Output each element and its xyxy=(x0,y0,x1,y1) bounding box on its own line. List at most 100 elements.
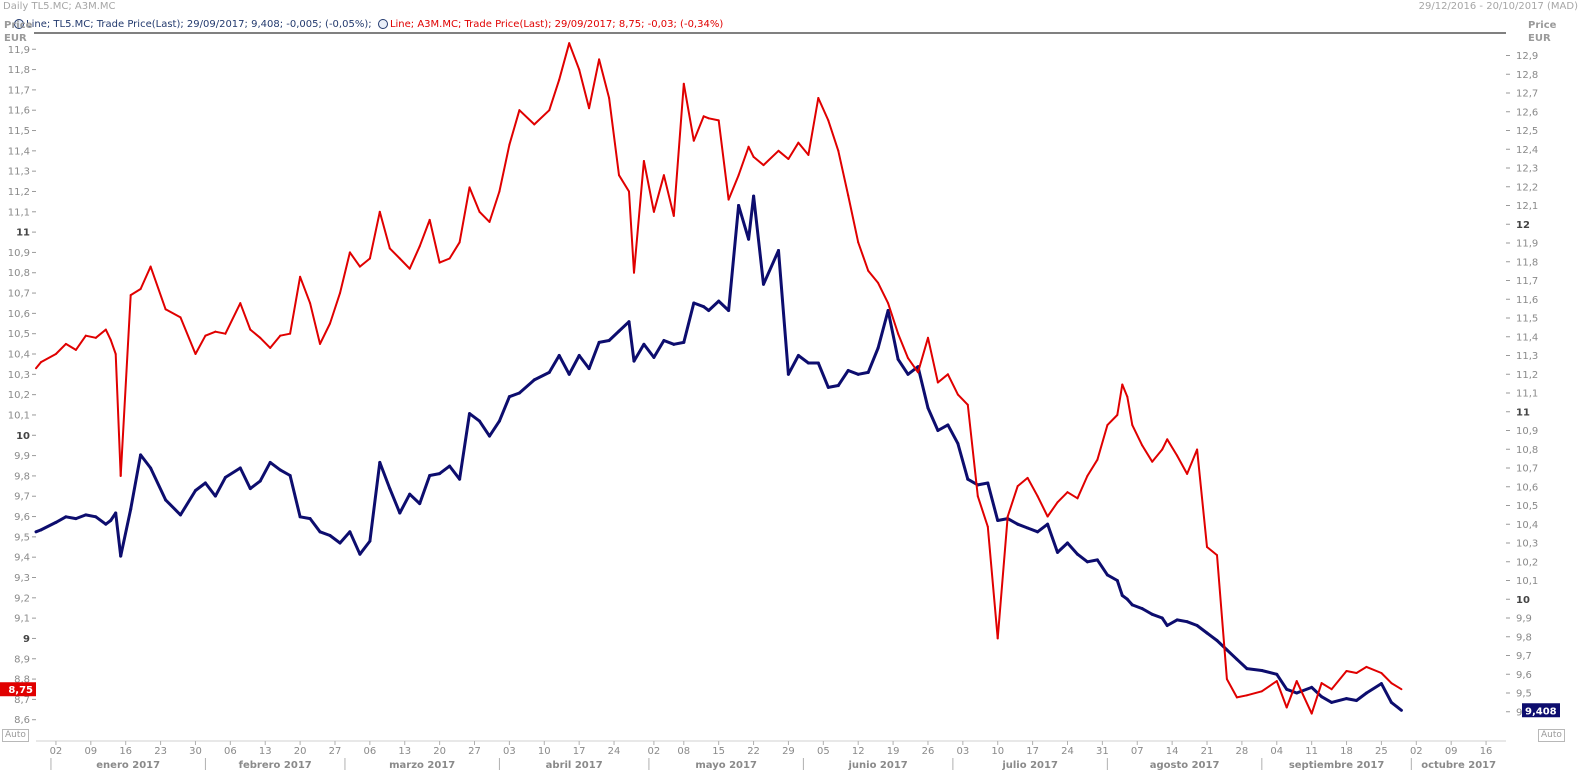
left-axis-tick-label: 11,3 xyxy=(8,167,30,178)
series-segment xyxy=(707,117,720,122)
series-segment xyxy=(727,174,740,201)
series-a3m-mc xyxy=(35,42,1403,715)
series-segment xyxy=(692,115,705,142)
series-segment xyxy=(1196,448,1208,548)
series-segment xyxy=(1096,424,1109,461)
series-segment xyxy=(887,302,900,335)
series-segment xyxy=(398,492,412,515)
series-segment xyxy=(577,354,591,371)
series-segment xyxy=(717,299,731,312)
x-axis-day-label: 24 xyxy=(608,746,621,757)
series-segment xyxy=(1380,672,1393,685)
right-axis-tick-label: 10,7 xyxy=(1516,464,1538,475)
clock-icon[interactable] xyxy=(14,18,24,29)
left-axis-tick-label: 11 xyxy=(16,228,30,239)
series-segment xyxy=(1166,438,1179,457)
series-segment xyxy=(164,308,182,319)
left-axis-tick-label: 11,8 xyxy=(8,65,30,76)
x-axis-day-label: 05 xyxy=(817,746,830,757)
right-axis-tick-label: 10,6 xyxy=(1516,482,1538,493)
series-segment xyxy=(1165,618,1179,627)
series-segment xyxy=(348,530,362,556)
series-segment xyxy=(1126,395,1134,427)
series-segment xyxy=(547,354,561,374)
x-axis-day-label: 25 xyxy=(1375,746,1388,757)
right-axis-price-label: Price xyxy=(1528,20,1557,31)
series-segment xyxy=(966,403,979,498)
series-segment xyxy=(567,354,581,376)
series-segment xyxy=(617,320,631,333)
series-segment xyxy=(1345,670,1358,674)
left-axis-tick-label: 9 xyxy=(23,634,30,645)
series-segment xyxy=(213,475,227,498)
right-axis-tick-label: 12,4 xyxy=(1516,145,1538,156)
legend-entry-tl5[interactable]: Line; TL5.MC; Trade Price(Last); 29/09/2… xyxy=(26,19,372,30)
series-segment xyxy=(707,299,721,312)
x-axis-day-label: 03 xyxy=(956,746,969,757)
left-axis-tick-label: 9,4 xyxy=(14,553,30,564)
left-axis-tick-label: 10,6 xyxy=(8,309,30,320)
series-tl5-mc xyxy=(34,194,1403,712)
series-segment xyxy=(1121,383,1129,398)
series-segment xyxy=(238,466,252,491)
series-segment xyxy=(548,78,561,112)
left-axis-tick-label: 9,8 xyxy=(14,471,30,482)
series-segment xyxy=(837,149,850,197)
series-segment xyxy=(64,515,78,521)
right-auto-button[interactable]: Auto xyxy=(1538,729,1565,742)
series-segment xyxy=(787,141,800,160)
series-segment xyxy=(1235,694,1248,699)
series-segment xyxy=(642,342,656,359)
left-axis-price-label: Price xyxy=(4,20,33,31)
series-segment xyxy=(468,412,481,423)
series-segment xyxy=(239,302,252,331)
series-segment xyxy=(339,251,351,295)
left-auto-button[interactable]: Auto xyxy=(2,729,29,742)
left-axis-tick-label: 10,9 xyxy=(8,248,30,259)
right-axis-tick-label: 9,9 xyxy=(1516,614,1532,625)
clock-icon[interactable] xyxy=(377,18,388,29)
left-axis-tick-label: 10,2 xyxy=(8,390,30,401)
legend-entry-a3m[interactable]: Line; A3M.MC; Trade Price(Last); 29/09/2… xyxy=(389,19,724,30)
series-segment xyxy=(672,82,685,217)
series-segment xyxy=(289,275,302,335)
series-segment xyxy=(1365,682,1383,695)
series-segment xyxy=(418,474,432,506)
series-segment xyxy=(633,160,645,274)
series-segment xyxy=(1310,685,1324,699)
series-segment xyxy=(1275,672,1289,691)
series-segment xyxy=(1026,476,1039,498)
left-axis-tick-label: 10,7 xyxy=(8,289,30,300)
series-segment xyxy=(1330,697,1348,704)
x-axis-month-label: marzo 2017 xyxy=(389,760,455,771)
x-axis-day-label: 06 xyxy=(363,746,376,757)
series-segment xyxy=(578,68,591,110)
x-axis-day-label: 12 xyxy=(852,746,865,757)
series-segment xyxy=(378,210,391,250)
series-segment xyxy=(976,495,989,528)
series-segment xyxy=(936,423,950,432)
series-segment xyxy=(1086,458,1099,477)
x-axis-month-label: enero 2017 xyxy=(96,760,160,771)
right-axis-tick-label: 9,7 xyxy=(1516,651,1532,662)
left-axis-tick-label: 10,1 xyxy=(8,410,30,421)
series-segment xyxy=(632,342,646,363)
series-segment xyxy=(468,186,481,213)
series-segment xyxy=(1206,546,1218,557)
x-axis-day-label: 02 xyxy=(648,746,661,757)
series-segment xyxy=(587,340,601,371)
series-segment xyxy=(1225,678,1238,699)
series-segment xyxy=(836,369,850,387)
series-segment xyxy=(927,336,939,384)
series-segment xyxy=(926,406,940,432)
series-segment xyxy=(258,460,272,483)
right-axis-tick-label: 10,1 xyxy=(1516,576,1538,587)
left-axis-tick-label: 11,6 xyxy=(8,106,30,117)
series-segment xyxy=(727,204,741,312)
series-segment xyxy=(672,340,686,346)
series-segment xyxy=(139,265,152,290)
x-axis-day-label: 23 xyxy=(154,746,167,757)
series-segment xyxy=(249,328,262,339)
right-axis-tick-label: 12,8 xyxy=(1516,70,1538,81)
